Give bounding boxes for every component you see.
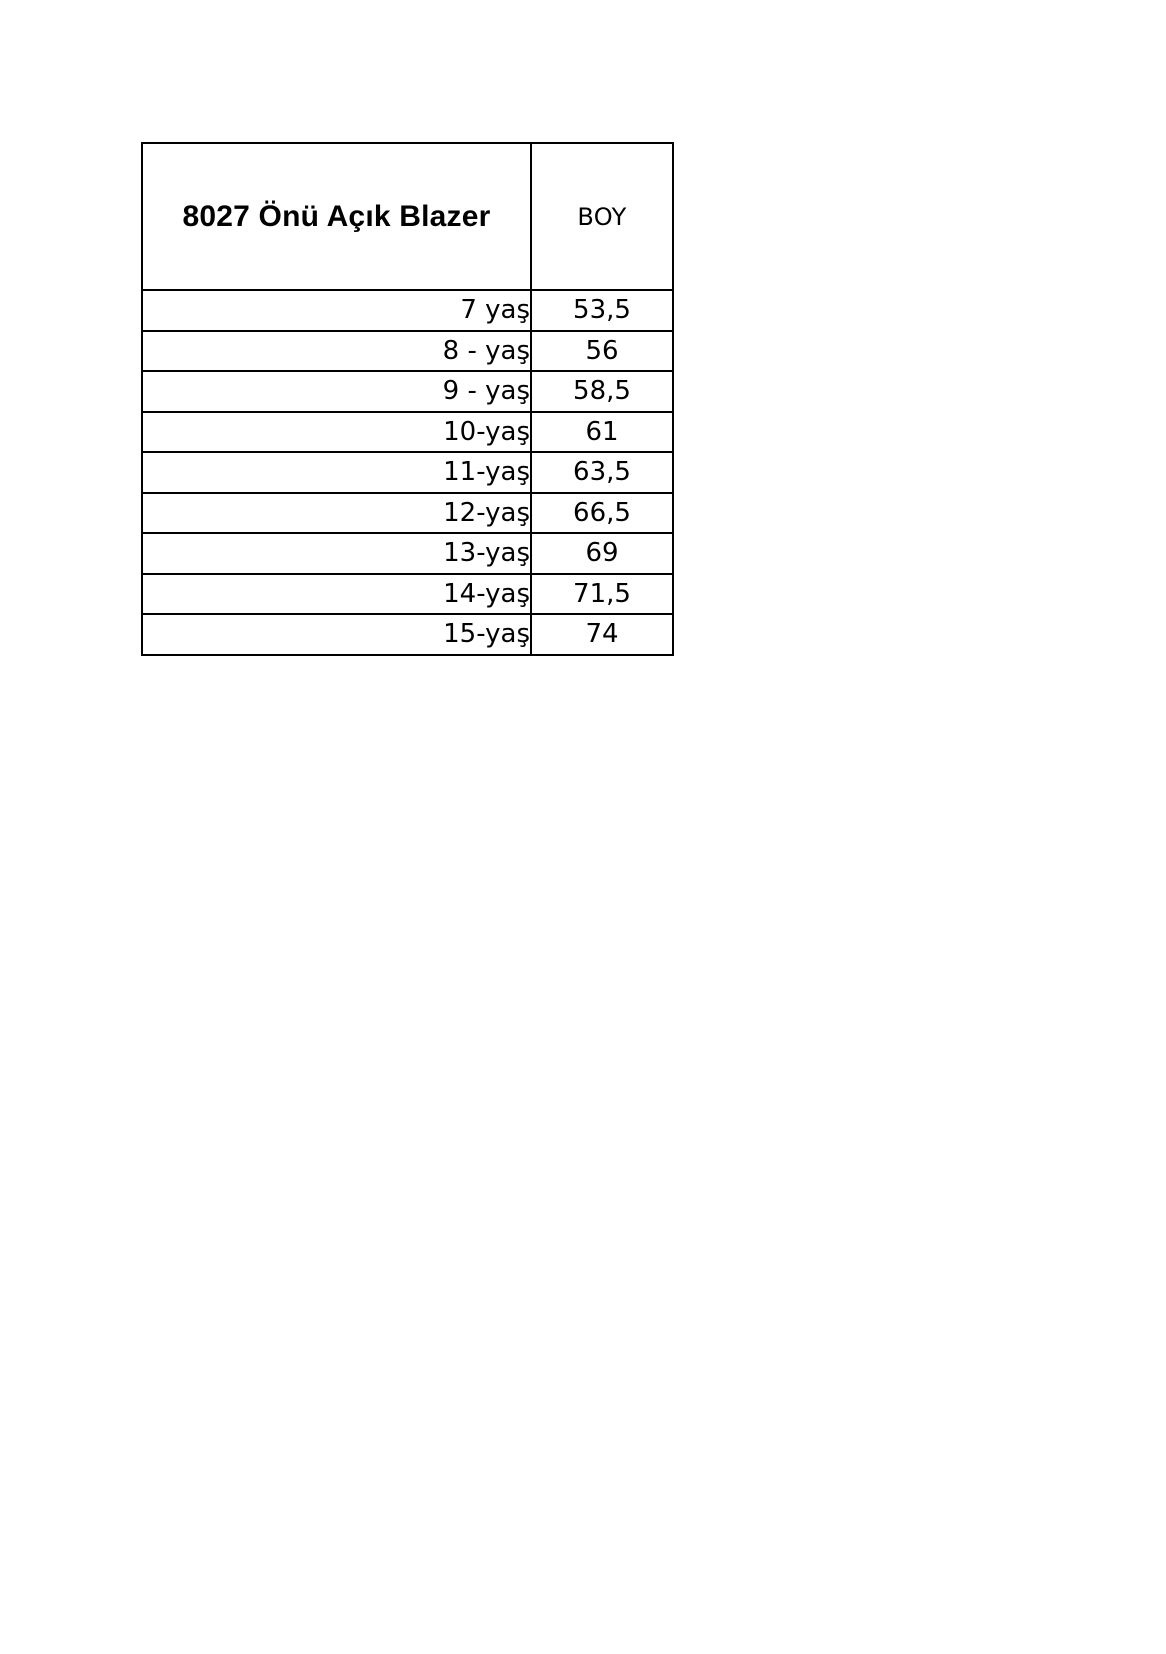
boy-value-cell: 74 [530, 613, 674, 656]
table-row: 14-yaş 71,5 [141, 572, 674, 615]
table-row: 11-yaş 63,5 [141, 451, 674, 494]
size-label-cell: 9 - yaş [141, 370, 532, 413]
table-row: 7 yaş 53,5 [141, 289, 674, 332]
product-title: 8027 Önü Açık Blazer [141, 142, 532, 291]
table-row: 12-yaş 66,5 [141, 491, 674, 534]
size-label-cell: 11-yaş [141, 451, 532, 494]
column-header-boy: BOY [530, 142, 674, 291]
table-row: 9 - yaş 58,5 [141, 370, 674, 413]
table-row: 10-yaş 61 [141, 410, 674, 453]
boy-value-cell: 61 [530, 410, 674, 453]
size-label-cell: 13-yaş [141, 532, 532, 575]
size-label-cell: 8 - yaş [141, 329, 532, 372]
table-row: 13-yaş 69 [141, 532, 674, 575]
boy-value-cell: 66,5 [530, 491, 674, 534]
size-label-cell: 10-yaş [141, 410, 532, 453]
boy-value-cell: 69 [530, 532, 674, 575]
table-row: 15-yaş 74 [141, 613, 674, 656]
boy-value-cell: 58,5 [530, 370, 674, 413]
table-row: 8 - yaş 56 [141, 329, 674, 372]
table-header-row: 8027 Önü Açık Blazer BOY [141, 142, 674, 291]
size-chart-table: 8027 Önü Açık Blazer BOY 7 yaş 53,5 8 - ya… [141, 142, 674, 656]
size-label-cell: 15-yaş [141, 613, 532, 656]
boy-value-cell: 63,5 [530, 451, 674, 494]
boy-value-cell: 56 [530, 329, 674, 372]
size-chart-body: 8027 Önü Açık Blazer BOY [141, 142, 674, 291]
boy-value-cell: 53,5 [530, 289, 674, 332]
boy-value-cell: 71,5 [530, 572, 674, 615]
size-label-cell: 14-yaş [141, 572, 532, 615]
size-label-cell: 12-yaş [141, 491, 532, 534]
size-rows-body: 7 yaş 53,5 8 - yaş 56 9 - yaş 58,5 10-yaş 61 11-… [141, 289, 674, 656]
size-label-cell: 7 yaş [141, 289, 532, 332]
